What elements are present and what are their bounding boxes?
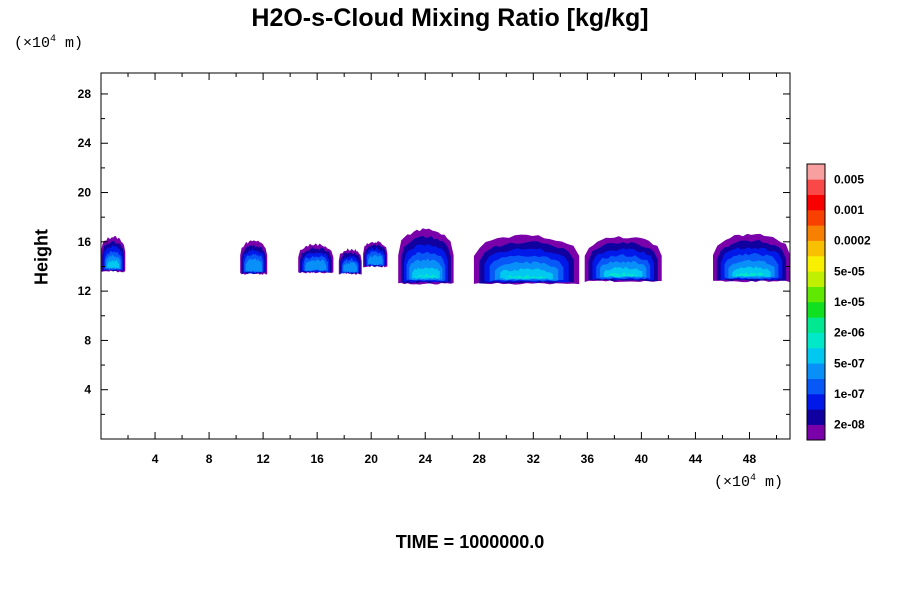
cloud-level (343, 262, 358, 273)
y-tick-label: 12 (78, 284, 92, 298)
colorbar-label: 5e-05 (834, 264, 865, 278)
colorbar-swatch (807, 302, 825, 318)
colorbar-swatch (807, 394, 825, 410)
cloud-level (245, 258, 262, 273)
cloud-field (101, 228, 790, 285)
x-tick-label: 4 (152, 452, 159, 466)
colorbar-label: 0.005 (834, 172, 864, 186)
cloud (338, 248, 362, 275)
x-tick-label: 20 (365, 452, 379, 466)
colorbar-swatch (807, 363, 825, 379)
cloud (398, 228, 454, 285)
y-axis: 4 8 12 16 20 24 28 (78, 87, 790, 415)
x-tick-label: 40 (635, 452, 649, 466)
colorbar: 2e-08 1e-07 5e-07 2e-06 1e-05 5e-05 0.0002 0.00… (806, 163, 871, 441)
colorbar-label: 1e-07 (834, 387, 865, 401)
cloud-level (368, 254, 383, 266)
cloud (240, 240, 268, 275)
colorbar-swatch (807, 332, 825, 349)
x-tick-label: 28 (473, 452, 487, 466)
colorbar-swatch (807, 194, 825, 211)
colorbar-frame (806, 163, 826, 441)
colorbar-swatch (807, 225, 825, 241)
time-label: TIME = 1000000.0 (395, 532, 545, 552)
colorbar-swatch (807, 409, 825, 425)
cloud-level (305, 259, 327, 272)
colorbar-swatch (807, 210, 825, 226)
colorbar-swatch (807, 256, 825, 272)
cloud (584, 236, 662, 283)
colorbar-swatch (807, 286, 825, 303)
colorbar-label: 2e-08 (834, 418, 865, 432)
y-tick-label: 16 (78, 235, 92, 249)
cloud (101, 236, 126, 273)
cloud (713, 233, 790, 283)
colorbar-label: 0.0002 (834, 234, 871, 248)
colorbar-swatch (807, 378, 825, 395)
x-tick-label: 32 (527, 452, 541, 466)
y-tick-label: 28 (78, 87, 92, 101)
x-tick-label: 24 (419, 452, 433, 466)
x-tick-label: 16 (310, 452, 324, 466)
y-tick-label: 8 (84, 333, 91, 347)
cloud (298, 243, 334, 274)
x-tick-label: 48 (743, 452, 757, 466)
colorbar-label: 5e-07 (834, 356, 865, 370)
colorbar-swatch (807, 240, 825, 257)
plot-frame (100, 72, 791, 440)
x-tick-label: 36 (581, 452, 595, 466)
colorbar-label: 1e-05 (834, 295, 865, 309)
x-tick-label: 12 (256, 452, 270, 466)
chart-title: H2O-s-Cloud Mixing Ratio [kg/kg] (251, 4, 649, 32)
cloud-level (607, 272, 639, 277)
colorbar-swatch (807, 179, 825, 195)
cloud (473, 234, 580, 285)
x-tick-label: 8 (206, 452, 213, 466)
x-axis-unit: (×104 m) (714, 473, 784, 491)
cloud (363, 241, 388, 268)
y-tick-label: 24 (78, 136, 92, 150)
y-axis-unit: (×104 m) (14, 34, 84, 52)
x-tick-label: 44 (689, 452, 703, 466)
cloud-level (414, 273, 437, 278)
colorbar-label: 0.001 (834, 203, 864, 217)
y-tick-label: 20 (78, 186, 92, 200)
colorbar-swatch (807, 164, 825, 180)
colorbar-swatch (807, 317, 825, 333)
y-tick-label: 4 (84, 383, 91, 397)
cloud-level (505, 274, 548, 279)
cloud-level (736, 272, 767, 277)
x-axis: 4 8 12 16 20 24 28 32 36 40 44 48 (127, 73, 777, 466)
cloud-level (107, 260, 120, 269)
colorbar-label: 2e-06 (834, 326, 865, 340)
colorbar-swatch (807, 348, 825, 364)
colorbar-swatch (807, 424, 825, 441)
colorbar-swatch (807, 271, 825, 287)
